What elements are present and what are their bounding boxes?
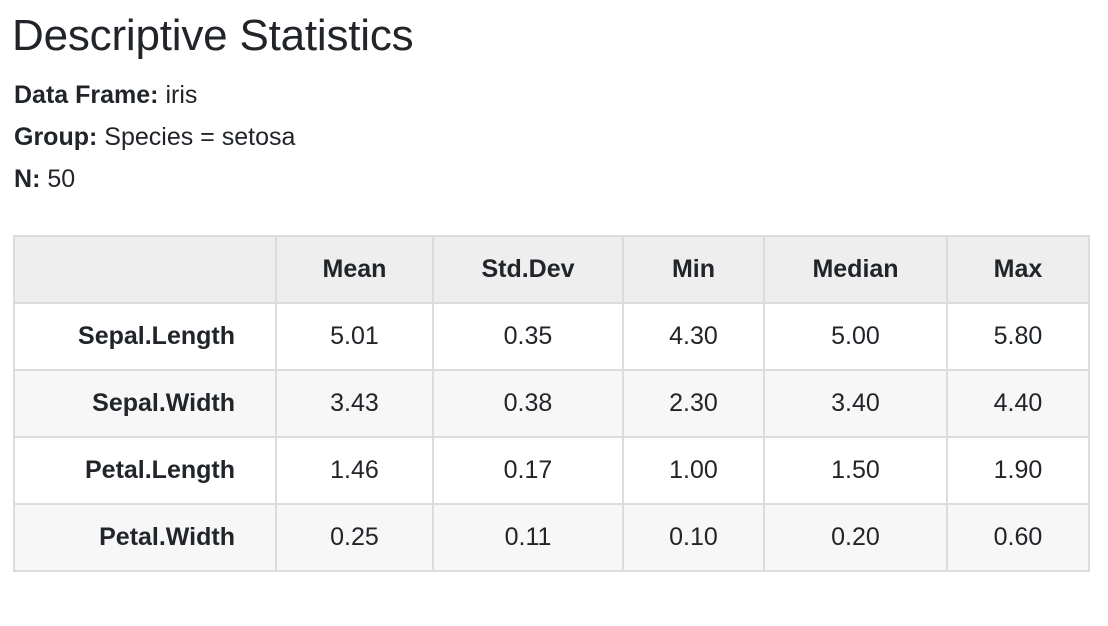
table-row: Sepal.Width 3.43 0.38 2.30 3.40 4.40 [13, 369, 1090, 438]
row-label: Sepal.Width [13, 369, 277, 438]
header-blank [13, 235, 277, 304]
cell-median: 3.40 [763, 369, 948, 438]
row-label: Petal.Width [13, 503, 277, 572]
group-value: Species = setosa [104, 123, 296, 151]
table-header-row: Mean Std.Dev Min Median Max [13, 235, 1090, 304]
group-line: Group: Species = setosa [14, 123, 296, 151]
n-line: N: 50 [14, 165, 76, 193]
cell-max: 0.60 [946, 503, 1090, 572]
statistics-table: Mean Std.Dev Min Median Max Sepal.Length… [13, 235, 1090, 572]
cell-std-dev: 0.17 [432, 436, 624, 505]
table-row: Sepal.Length 5.01 0.35 4.30 5.00 5.80 [13, 302, 1090, 371]
cell-std-dev: 0.11 [432, 503, 624, 572]
cell-std-dev: 0.35 [432, 302, 624, 371]
header-std-dev: Std.Dev [432, 235, 624, 304]
cell-min: 2.30 [622, 369, 765, 438]
n-label: N [14, 165, 33, 193]
cell-max: 4.40 [946, 369, 1090, 438]
cell-min: 4.30 [622, 302, 765, 371]
cell-median: 5.00 [763, 302, 948, 371]
cell-mean: 0.25 [275, 503, 434, 572]
row-label: Petal.Length [13, 436, 277, 505]
cell-max: 5.80 [946, 302, 1090, 371]
row-label: Sepal.Length [13, 302, 277, 371]
header-mean: Mean [275, 235, 434, 304]
page-title: Descriptive Statistics [12, 11, 414, 60]
group-label: Group [14, 123, 89, 151]
data-frame-label: Data Frame [14, 81, 151, 109]
cell-median: 0.20 [763, 503, 948, 572]
data-frame-value: iris [165, 81, 198, 109]
header-min: Min [622, 235, 765, 304]
n-value: 50 [47, 165, 76, 193]
cell-max: 1.90 [946, 436, 1090, 505]
header-median: Median [763, 235, 948, 304]
cell-mean: 5.01 [275, 302, 434, 371]
cell-mean: 1.46 [275, 436, 434, 505]
cell-median: 1.50 [763, 436, 948, 505]
cell-std-dev: 0.38 [432, 369, 624, 438]
cell-min: 1.00 [622, 436, 765, 505]
cell-min: 0.10 [622, 503, 765, 572]
header-max: Max [946, 235, 1090, 304]
table-row: Petal.Width 0.25 0.11 0.10 0.20 0.60 [13, 503, 1090, 572]
table-row: Petal.Length 1.46 0.17 1.00 1.50 1.90 [13, 436, 1090, 505]
cell-mean: 3.43 [275, 369, 434, 438]
data-frame-line: Data Frame: iris [14, 81, 198, 109]
